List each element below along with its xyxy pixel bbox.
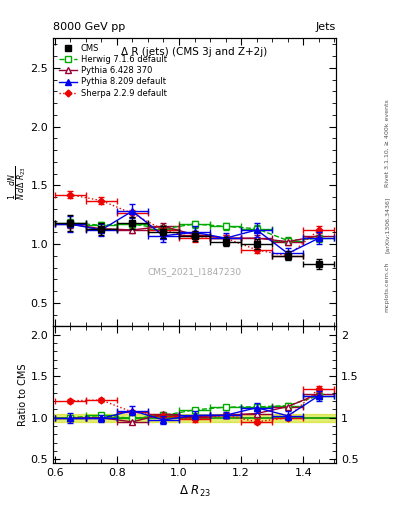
X-axis label: $\Delta\ R_{23}$: $\Delta\ R_{23}$ (179, 484, 210, 499)
Legend: CMS, Herwig 7.1.6 default, Pythia 6.428 370, Pythia 8.209 default, Sherpa 2.2.9 : CMS, Herwig 7.1.6 default, Pythia 6.428 … (57, 42, 168, 99)
Text: mcplots.cern.ch: mcplots.cern.ch (385, 262, 389, 312)
Text: Rivet 3.1.10, ≥ 400k events: Rivet 3.1.10, ≥ 400k events (385, 99, 389, 187)
Bar (53, 414, 336, 422)
Text: CMS_2021_I1847230: CMS_2021_I1847230 (147, 267, 242, 276)
Y-axis label: $\frac{1}{N}\frac{dN}{d\Delta\ R_{23}}$: $\frac{1}{N}\frac{dN}{d\Delta\ R_{23}}$ (6, 165, 29, 200)
Text: [arXiv:1306.3436]: [arXiv:1306.3436] (385, 197, 389, 253)
Y-axis label: Ratio to CMS: Ratio to CMS (18, 364, 28, 426)
Text: Jets: Jets (316, 22, 336, 32)
Text: 8000 GeV pp: 8000 GeV pp (53, 22, 125, 32)
Text: Δ R (jets) (CMS 3j and Z+2j): Δ R (jets) (CMS 3j and Z+2j) (121, 47, 268, 57)
